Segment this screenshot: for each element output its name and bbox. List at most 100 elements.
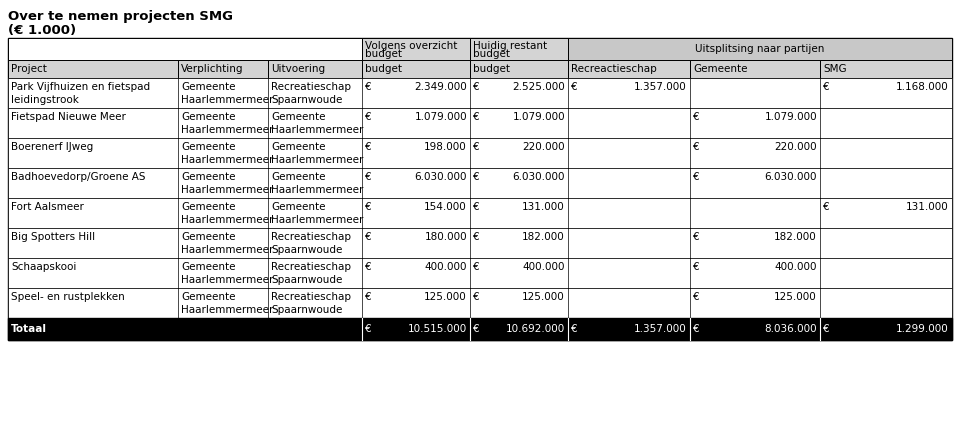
Text: Fietspad Nieuwe Meer: Fietspad Nieuwe Meer	[11, 112, 126, 122]
Bar	[8, 228, 952, 258]
Text: 1.357.000: 1.357.000	[635, 82, 687, 92]
Text: Fort Aalsmeer: Fort Aalsmeer	[11, 202, 84, 212]
Text: Gemeente: Gemeente	[181, 232, 235, 242]
Text: 198.000: 198.000	[424, 142, 467, 152]
Text: Haarlemmermeer: Haarlemmermeer	[181, 214, 274, 225]
Text: 182.000: 182.000	[775, 232, 817, 242]
Text: €: €	[365, 142, 372, 152]
Text: Speel- en rustplekken: Speel- en rustplekken	[11, 292, 125, 302]
Text: 6.030.000: 6.030.000	[415, 172, 467, 182]
Text: Gemeente: Gemeente	[693, 64, 748, 74]
Text: Recreatieschap: Recreatieschap	[271, 262, 351, 272]
Text: Spaarnwoude: Spaarnwoude	[271, 305, 343, 315]
Text: budget: budget	[365, 64, 402, 74]
Text: €: €	[571, 324, 578, 334]
Text: Recreactieschap: Recreactieschap	[571, 64, 657, 74]
Text: €: €	[473, 324, 480, 334]
Bar	[8, 38, 952, 340]
Text: €: €	[823, 202, 829, 212]
Bar	[8, 108, 952, 138]
Text: Recreatieschap: Recreatieschap	[271, 82, 351, 92]
Text: Uitvoering: Uitvoering	[271, 64, 325, 74]
Text: €: €	[365, 172, 372, 182]
Text: €: €	[473, 202, 480, 212]
Text: Volgens overzicht: Volgens overzicht	[365, 41, 457, 51]
Text: 1.168.000: 1.168.000	[897, 82, 949, 92]
Text: 10.692.000: 10.692.000	[506, 324, 565, 334]
Text: Over te nemen projecten SMG: Over te nemen projecten SMG	[8, 10, 233, 23]
Text: €: €	[693, 142, 700, 152]
Text: Haarlemmermeer: Haarlemmermeer	[271, 214, 364, 225]
Text: 180.000: 180.000	[424, 232, 467, 242]
Text: Gemeente: Gemeente	[181, 172, 235, 182]
Bar	[268, 60, 362, 78]
Bar	[362, 38, 470, 60]
Text: €: €	[693, 112, 700, 122]
Text: SMG: SMG	[823, 64, 847, 74]
Bar	[8, 60, 178, 78]
Bar	[8, 198, 952, 228]
Text: €: €	[473, 262, 480, 272]
Text: €: €	[365, 324, 372, 334]
Bar	[8, 168, 952, 198]
Text: 2.349.000: 2.349.000	[415, 82, 467, 92]
Text: €: €	[365, 292, 372, 302]
Text: Gemeente: Gemeente	[181, 112, 235, 122]
Text: 400.000: 400.000	[424, 262, 467, 272]
Text: leidingstrook: leidingstrook	[11, 95, 79, 104]
Text: 220.000: 220.000	[775, 142, 817, 152]
Bar	[362, 60, 470, 78]
Text: Haarlemmermeer: Haarlemmermeer	[271, 155, 364, 165]
Text: 182.000: 182.000	[522, 232, 565, 242]
Text: €: €	[693, 172, 700, 182]
Text: Haarlemmermeer: Haarlemmermeer	[271, 184, 364, 195]
Text: Gemeente: Gemeente	[271, 172, 325, 182]
Text: (€ 1.000): (€ 1.000)	[8, 24, 76, 37]
Text: €: €	[823, 82, 829, 92]
Bar	[8, 78, 952, 108]
Bar	[470, 38, 568, 60]
Text: 131.000: 131.000	[522, 202, 565, 212]
Bar	[8, 318, 952, 340]
Text: 2.525.000: 2.525.000	[513, 82, 565, 92]
Text: €: €	[365, 82, 372, 92]
Text: 1.079.000: 1.079.000	[764, 112, 817, 122]
Text: Spaarnwoude: Spaarnwoude	[271, 244, 343, 255]
Text: Gemeente: Gemeente	[271, 112, 325, 122]
Bar	[8, 258, 952, 288]
Text: 1.079.000: 1.079.000	[513, 112, 565, 122]
Text: Haarlemmermeer: Haarlemmermeer	[181, 155, 274, 165]
Bar	[8, 288, 952, 318]
Text: €: €	[693, 262, 700, 272]
Text: 8.036.000: 8.036.000	[764, 324, 817, 334]
Text: 154.000: 154.000	[424, 202, 467, 212]
Text: Gemeente: Gemeente	[181, 292, 235, 302]
Text: €: €	[473, 142, 480, 152]
Text: Haarlemmermeer: Haarlemmermeer	[181, 275, 274, 285]
Text: €: €	[473, 112, 480, 122]
Text: €: €	[473, 82, 480, 92]
Bar	[470, 60, 568, 78]
Text: Boerenerf IJweg: Boerenerf IJweg	[11, 142, 93, 152]
Bar	[690, 60, 820, 78]
Text: Haarlemmermeer: Haarlemmermeer	[181, 125, 274, 134]
Text: Park Vijfhuizen en fietspad: Park Vijfhuizen en fietspad	[11, 82, 150, 92]
Text: Gemeente: Gemeente	[181, 142, 235, 152]
Text: budget: budget	[473, 49, 510, 59]
Text: Recreatieschap: Recreatieschap	[271, 232, 351, 242]
Bar	[820, 60, 952, 78]
Text: €: €	[473, 172, 480, 182]
Text: 1.079.000: 1.079.000	[415, 112, 467, 122]
Text: 1.299.000: 1.299.000	[897, 324, 949, 334]
Bar	[568, 38, 952, 60]
Text: Gemeente: Gemeente	[181, 202, 235, 212]
Text: Uitsplitsing naar partijen: Uitsplitsing naar partijen	[695, 44, 825, 54]
Text: €: €	[365, 232, 372, 242]
Text: 400.000: 400.000	[522, 262, 565, 272]
Text: Badhoevedorp/Groene AS: Badhoevedorp/Groene AS	[11, 172, 146, 182]
Text: 125.000: 125.000	[522, 292, 565, 302]
Text: Gemeente: Gemeente	[181, 82, 235, 92]
Text: 6.030.000: 6.030.000	[764, 172, 817, 182]
Text: Schaapskooi: Schaapskooi	[11, 262, 77, 272]
Text: Haarlemmermeer: Haarlemmermeer	[181, 305, 274, 315]
